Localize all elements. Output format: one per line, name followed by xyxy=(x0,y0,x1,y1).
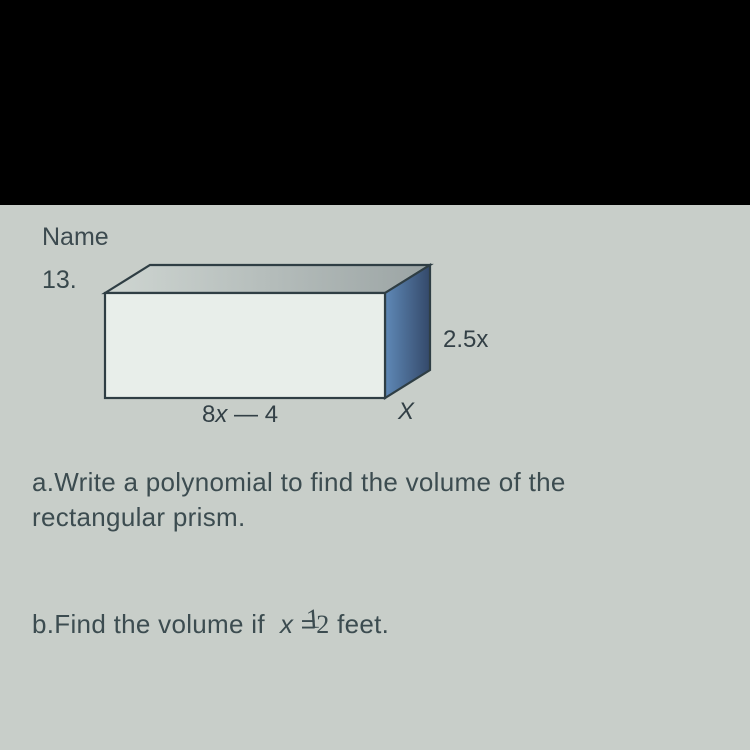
worksheet-content: Name 13. 2.5x xyxy=(0,205,750,642)
question-a-line1: Write a polynomial to find the volume of… xyxy=(54,467,565,497)
dim-height-label: 2.5x xyxy=(443,326,488,354)
prism-diagram: 2.5x X 8x — 4 xyxy=(90,258,520,443)
problem-number: 13. xyxy=(42,266,80,295)
problem-row: 13. 2.5x xyxy=(42,258,750,443)
question-a: a.Write a polynomial to find the volume … xyxy=(32,465,732,535)
question-b: b.Find the volume if x =12 feet. xyxy=(32,607,750,642)
dim-length-label: 8x — 4 xyxy=(202,401,278,429)
dim-width-label: X xyxy=(398,398,414,426)
question-b-prefix: b. xyxy=(32,609,54,639)
question-a-line2: rectangular prism. xyxy=(32,502,245,532)
name-label: Name xyxy=(42,223,750,252)
handwritten-value: 12 xyxy=(316,607,329,642)
top-black-bar xyxy=(0,0,750,205)
question-a-prefix: a. xyxy=(32,467,54,497)
question-b-pre: Find the volume if x = xyxy=(54,609,316,639)
prism-svg xyxy=(90,258,460,418)
question-b-post: feet. xyxy=(330,609,390,639)
